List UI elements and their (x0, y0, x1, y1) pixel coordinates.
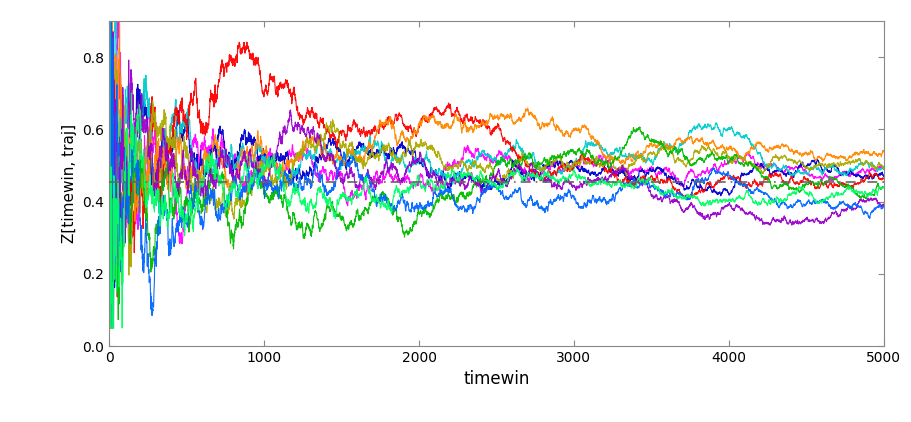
X-axis label: timewin: timewin (464, 371, 529, 389)
Y-axis label: Z[timewin, traj]: Z[timewin, traj] (62, 124, 77, 243)
